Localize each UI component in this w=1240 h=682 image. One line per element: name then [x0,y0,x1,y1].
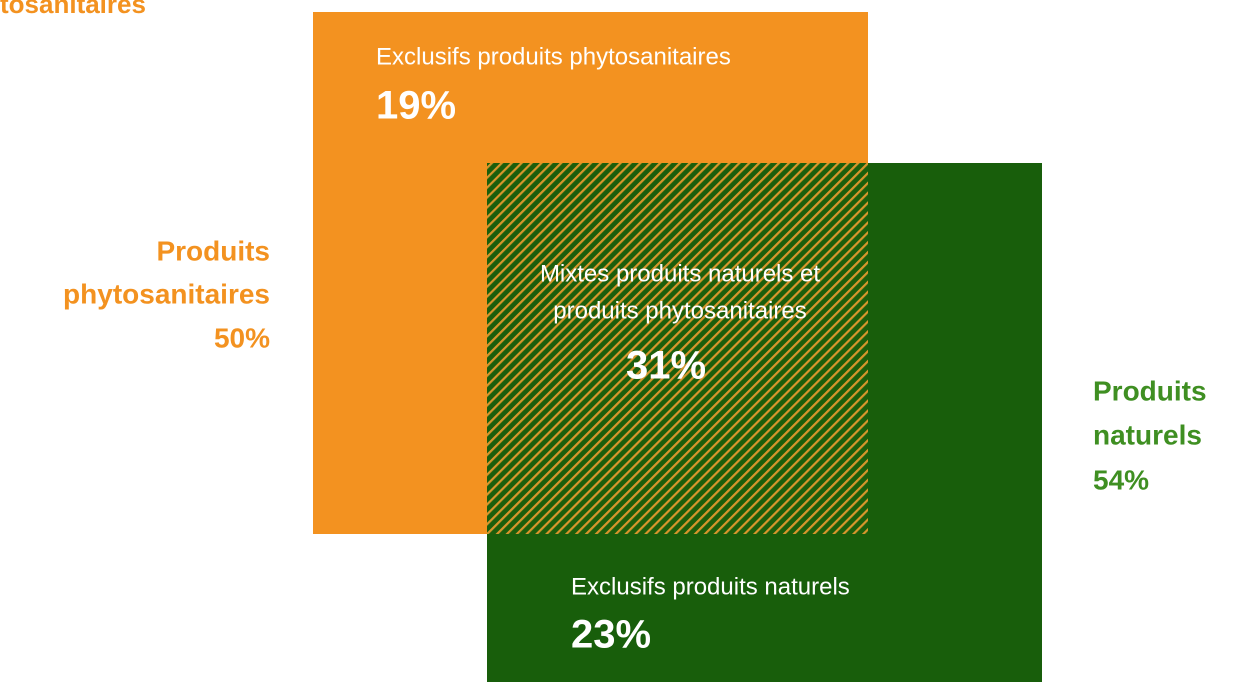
right-label: 54% [1093,464,1149,495]
box-label: produits phytosanitaires [553,297,806,324]
box-label: Mixtes produits naturels et [540,260,820,287]
right-label: Produits [1093,375,1207,406]
box-value: 31% [626,344,706,388]
left-label: phytosanitaires [63,278,270,309]
left-label: Produits [156,235,270,266]
right-label: naturels [1093,419,1202,450]
box-label: Exclusifs produits phytosanitaires [376,43,731,70]
left-label: 50% [214,322,270,353]
title: tosanitaires [0,0,146,19]
box-label: Exclusifs produits naturels [571,573,850,600]
box-value: 23% [571,613,651,657]
box-value: 19% [376,84,456,128]
overlap-box [487,163,868,534]
